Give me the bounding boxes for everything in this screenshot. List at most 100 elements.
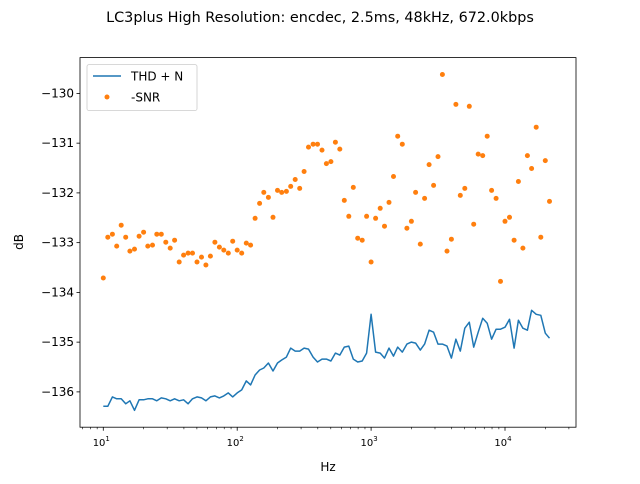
y-tick-label: −132 <box>41 186 74 200</box>
y-tick-label: −135 <box>41 335 74 349</box>
snr-point <box>484 133 490 139</box>
snr-point <box>216 244 222 250</box>
snr-point <box>471 221 477 227</box>
snr-point <box>230 238 236 244</box>
snr-point <box>283 188 289 194</box>
snr-point <box>520 245 526 251</box>
snr-point <box>118 222 124 228</box>
snr-point <box>368 259 374 265</box>
x-axis-label: Hz <box>320 460 335 474</box>
snr-point <box>176 259 182 265</box>
snr-point <box>123 234 129 240</box>
snr-point <box>194 259 200 265</box>
snr-point <box>422 195 428 201</box>
legend-label-snr: -SNR <box>131 91 160 105</box>
snr-point <box>257 200 263 206</box>
snr-point <box>248 242 254 248</box>
snr-point <box>154 231 160 237</box>
y-tick-label: −136 <box>41 385 74 399</box>
snr-point <box>462 185 468 191</box>
plot-area <box>100 72 552 412</box>
snr-point <box>279 189 285 195</box>
snr-point <box>207 253 213 259</box>
snr-point <box>225 250 231 256</box>
snr-point <box>221 247 227 253</box>
snr-point <box>172 237 178 243</box>
snr-point <box>466 103 472 109</box>
legend-dot-marker <box>104 94 110 100</box>
snr-point <box>243 240 249 246</box>
snr-point <box>408 218 414 224</box>
snr-point <box>350 184 356 190</box>
snr-point <box>404 225 410 231</box>
snr-point <box>265 194 271 200</box>
y-tick-label: −133 <box>41 236 74 250</box>
snr-point <box>100 275 106 281</box>
snr-point <box>136 233 142 239</box>
snr-point <box>364 213 370 219</box>
snr-point <box>114 243 120 249</box>
snr-point <box>529 166 535 171</box>
snr-point <box>239 250 245 256</box>
snr-point <box>234 247 240 253</box>
snr-point <box>355 235 361 241</box>
y-tick-label: −130 <box>41 86 74 100</box>
snr-point <box>270 214 276 220</box>
snr-point <box>413 189 419 195</box>
snr-point <box>489 187 495 193</box>
snr-point <box>480 153 486 159</box>
snr-point <box>292 177 298 182</box>
snr-point <box>426 162 432 168</box>
snr-point <box>448 236 454 242</box>
snr-point <box>417 241 423 247</box>
y-tick-label: −134 <box>41 285 74 299</box>
x-tick-label: 101 <box>93 435 110 449</box>
snr-point <box>199 254 204 260</box>
snr-point <box>373 215 379 221</box>
snr-point <box>395 133 401 139</box>
snr-point <box>511 237 517 243</box>
snr-point <box>127 248 133 254</box>
snr-point <box>297 185 303 191</box>
snr-point <box>328 159 334 165</box>
snr-point <box>435 154 441 160</box>
snr-point <box>319 147 325 153</box>
snr-point <box>457 192 463 198</box>
legend: THD + N -SNR <box>86 64 198 111</box>
chart-title: LC3plus High Resolution: encdec, 2.5ms, … <box>106 10 534 26</box>
snr-point <box>502 218 508 224</box>
thd-n-line <box>103 309 551 412</box>
snr-point <box>439 72 445 77</box>
snr-point <box>310 141 316 147</box>
snr-point <box>391 174 396 179</box>
snr-point <box>332 139 338 145</box>
snr-point <box>346 213 352 219</box>
snr-point <box>507 214 512 220</box>
snr-point <box>547 198 552 204</box>
y-axis-label: dB <box>12 234 26 250</box>
snr-point <box>150 242 155 248</box>
snr-point <box>212 239 218 245</box>
snr-point <box>167 245 173 251</box>
snr-point <box>382 223 387 229</box>
snr-point <box>337 146 343 152</box>
snr-point <box>386 199 392 205</box>
snr-point <box>359 237 365 243</box>
snr-point <box>163 239 169 245</box>
snr-point <box>145 243 151 249</box>
snr-point <box>533 124 539 130</box>
snr-point <box>275 187 280 193</box>
x-tick-label: 104 <box>494 435 512 449</box>
snr-point <box>475 151 481 157</box>
snr-point <box>493 195 499 201</box>
snr-point <box>377 205 383 211</box>
snr-point <box>158 231 164 237</box>
snr-point <box>190 250 195 256</box>
snr-point <box>181 252 187 258</box>
snr-point <box>141 229 147 235</box>
snr-point <box>498 278 503 284</box>
snr-point <box>105 234 111 240</box>
snr-point <box>306 144 311 150</box>
snr-point <box>453 101 459 107</box>
